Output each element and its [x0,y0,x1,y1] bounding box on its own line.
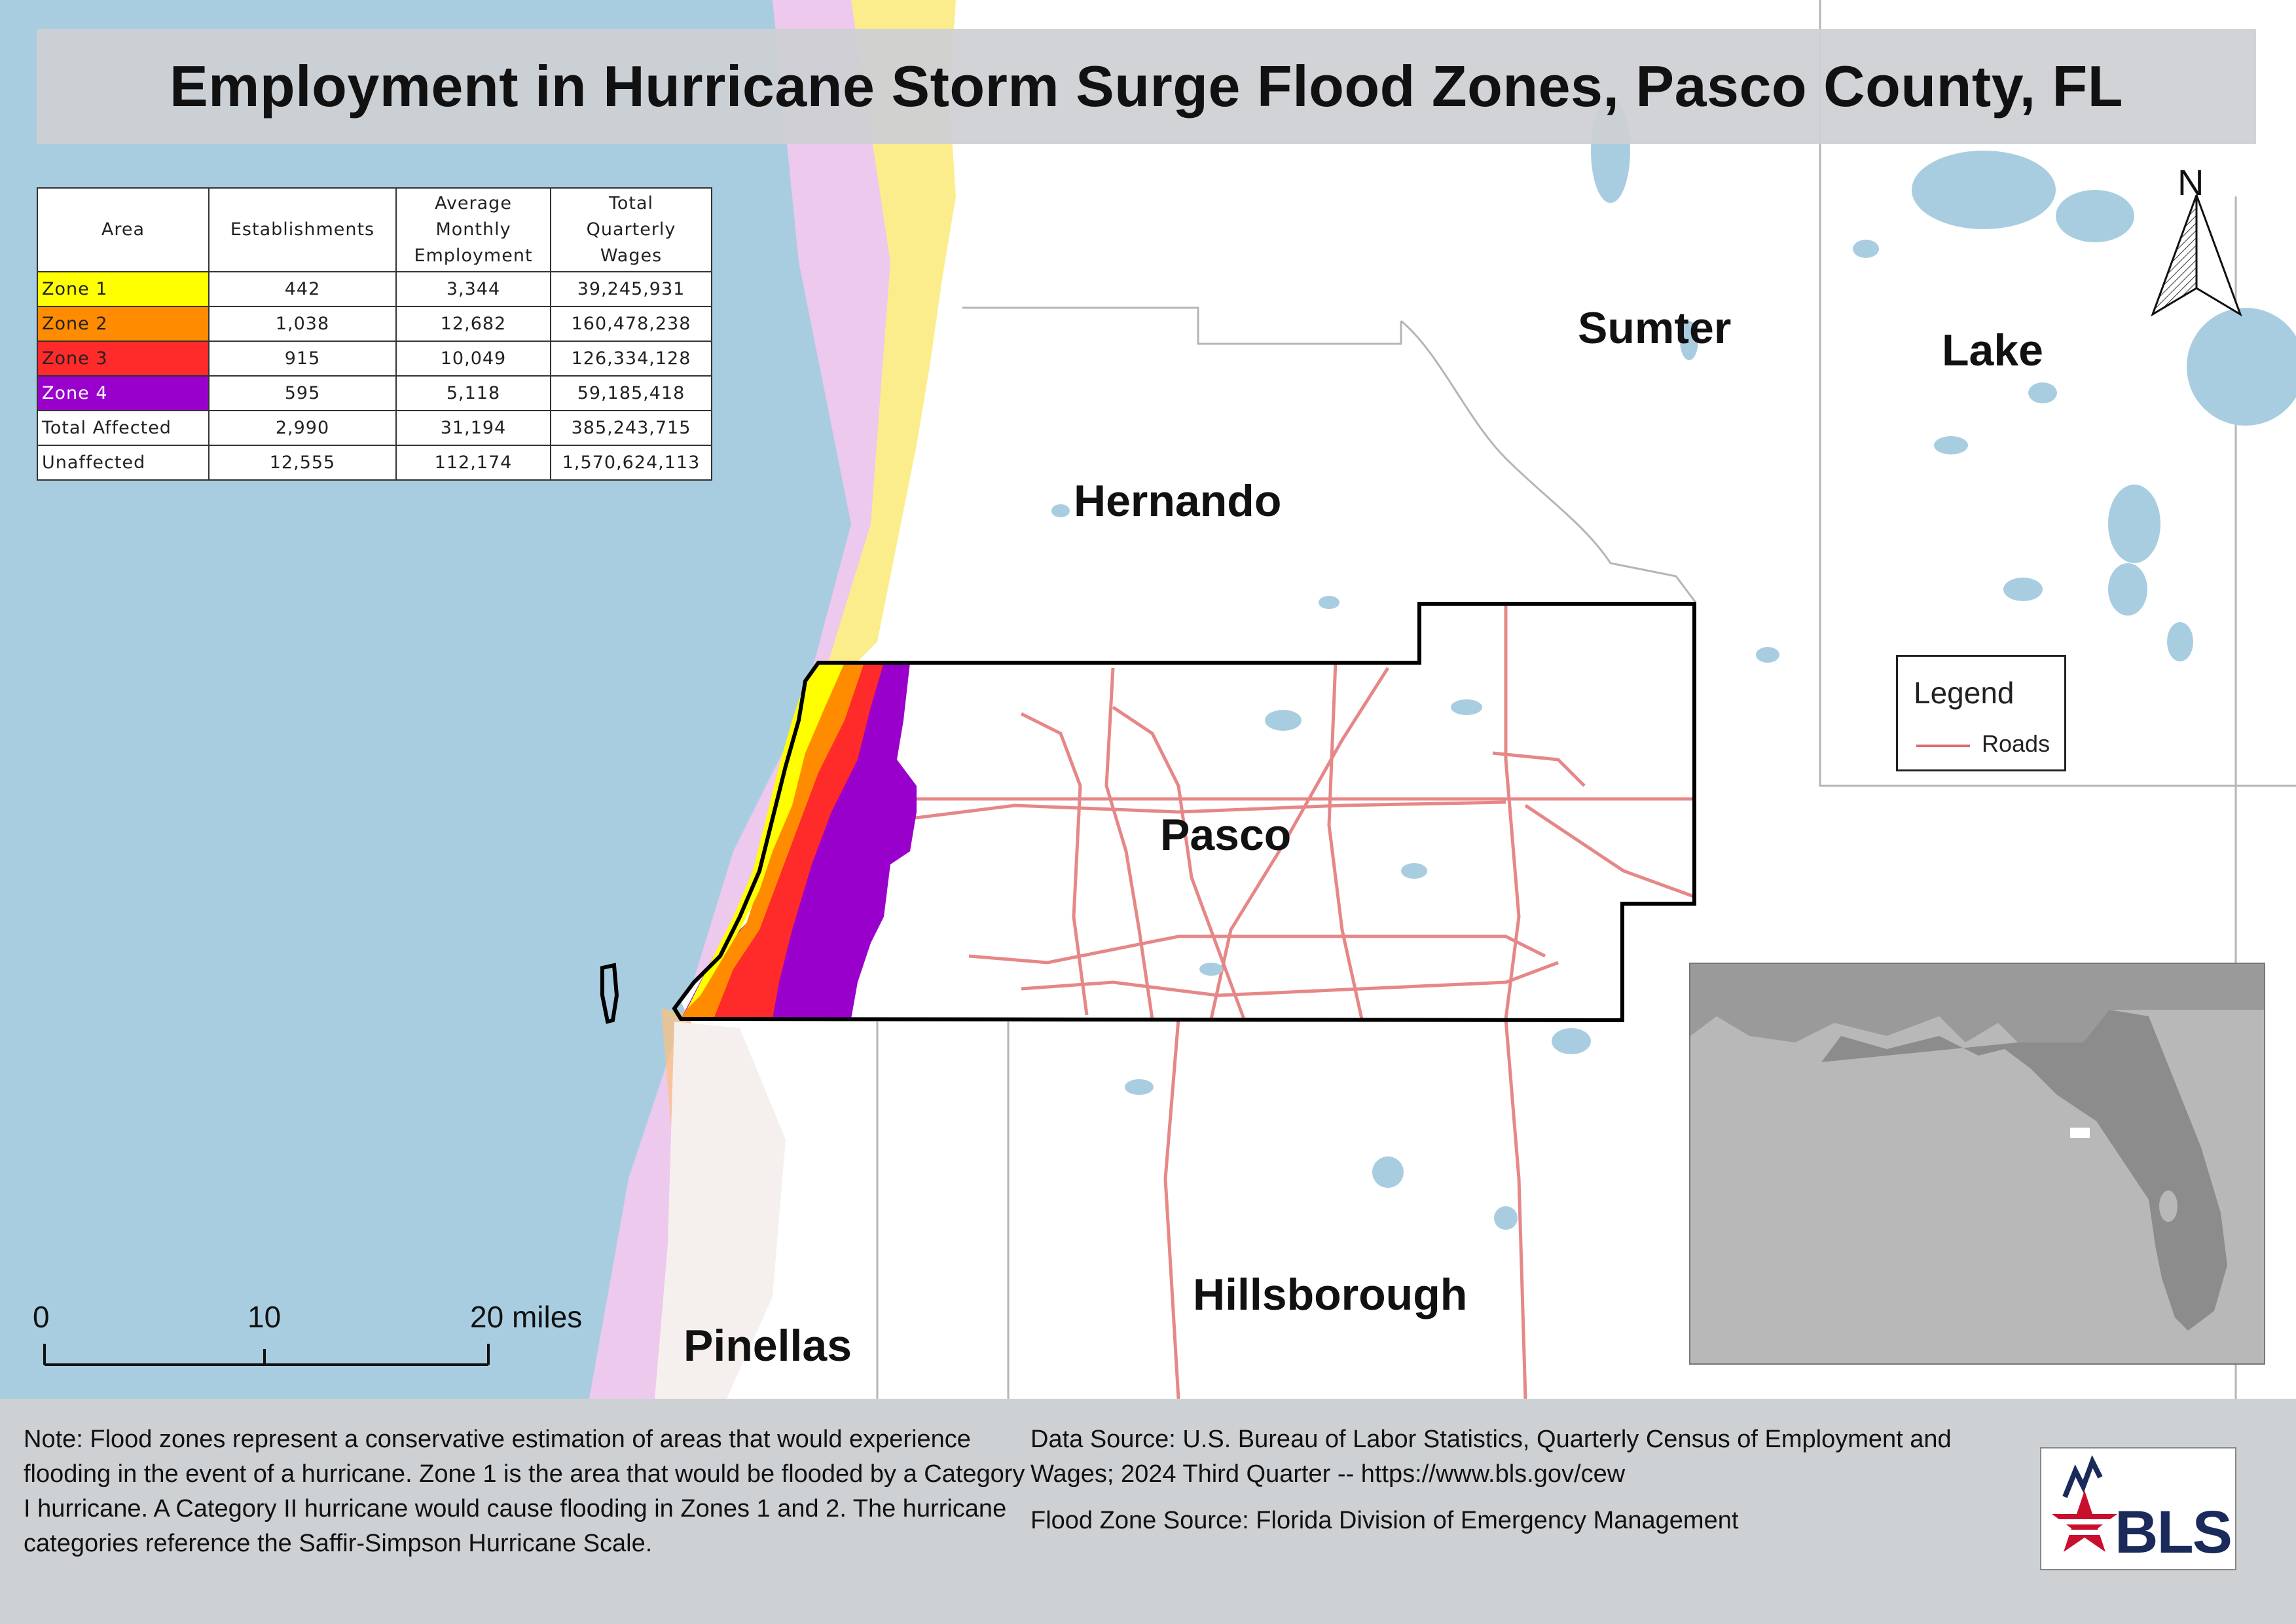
inset-florida [1821,1010,2227,1331]
table-row: Zone 1 442 3,344 39,245,931 [37,271,712,307]
map-title: Employment in Hurricane Storm Surge Floo… [169,54,2124,119]
employment-cell: 12,682 [395,306,551,342]
title-bar: Employment in Hurricane Storm Surge Floo… [37,29,2256,144]
area-cell: Zone 1 [37,271,210,307]
legend-title: Legend [1914,676,2014,710]
area-cell: Zone 3 [37,341,210,377]
bls-star-icon [2052,1454,2117,1552]
roads [909,602,1696,1399]
establishments-cell: 915 [208,341,397,377]
employment-cell: 5,118 [395,375,551,411]
employment-cell: 10,049 [395,341,551,377]
wages-cell: 126,334,128 [550,341,712,377]
header-wages-line: Total [608,193,654,213]
roads-legend-label: Roads [1982,730,2050,757]
header-employment-line: Employment [414,246,533,266]
anclote-island [600,963,619,1024]
inset-pasco-highlight [2070,1128,2090,1138]
lakes [1051,98,2296,1230]
flood-zone-source: Flood Zone Source: Florida Division of E… [1030,1507,1739,1534]
county-label-hillsborough: Hillsborough [1193,1270,1468,1320]
county-label-pasco: Pasco [1160,810,1292,860]
table-row: Zone 4 595 5,118 59,185,418 [37,375,712,411]
employment-cell: 31,194 [395,410,551,446]
wages-cell: 59,185,418 [550,375,712,411]
roads-legend-swatch [1916,745,1970,747]
flood-zone-1 [687,663,845,1008]
header-establishments: Establishments [208,187,397,272]
employment-table: Area Establishments Average Monthly Empl… [37,187,712,481]
area-cell: Total Affected [37,410,210,446]
table-row: Zone 3 915 10,049 126,334,128 [37,341,712,377]
wages-cell: 385,243,715 [550,410,712,446]
table-row: Unaffected 12,555 112,174 1,570,624,113 [37,445,712,481]
table-header-row: Area Establishments Average Monthly Empl… [37,187,712,272]
wages-cell: 39,245,931 [550,271,712,307]
county-label-hernando: Hernando [1074,476,1282,526]
inset-locator-map [1689,963,2265,1365]
establishments-cell: 2,990 [208,410,397,446]
pasco-county-outline [672,602,1696,1023]
bls-logo: BLS [2040,1447,2236,1570]
employment-cell: 112,174 [395,445,551,481]
establishments-cell: 1,038 [208,306,397,342]
scale-label-0: 0 [33,1300,50,1334]
scale-bar [43,1344,490,1366]
legend-panel: Legend Roads [1896,655,2066,771]
header-employment-line: Average [435,193,512,213]
north-arrow-icon [2151,194,2242,317]
scale-label-20: 20 miles [470,1300,583,1334]
header-wages: Total Quarterly Wages [550,187,712,272]
scale-label-10: 10 [247,1300,282,1334]
header-area: Area [37,187,210,272]
establishments-cell: 595 [208,375,397,411]
county-label-lake: Lake [1942,325,2043,375]
employment-cell: 3,344 [395,271,551,307]
header-employment-line: Monthly [435,219,511,240]
bls-logo-text: BLS [2115,1499,2232,1566]
north-label: N [2178,162,2204,203]
inset-land-north [1690,964,2264,1043]
table-row: Zone 2 1,038 12,682 160,478,238 [37,306,712,342]
footer-panel: Note: Flood zones represent a conservati… [0,1399,2296,1624]
inset-lake-okeechobee [2159,1190,2178,1222]
county-label-pinellas: Pinellas [683,1321,852,1371]
land-south-pinellas [655,1022,786,1399]
establishments-cell: 12,555 [208,445,397,481]
area-cell: Unaffected [37,445,210,481]
county-label-sumter: Sumter [1578,303,1732,353]
inset-map-svg [1690,964,2264,1363]
header-wages-line: Quarterly [586,219,676,240]
header-wages-line: Wages [600,246,663,266]
wages-cell: 1,570,624,113 [550,445,712,481]
header-employment: Average Monthly Employment [395,187,551,272]
establishments-cell: 442 [208,271,397,307]
flood-zone-note: Note: Flood zones represent a conservati… [24,1426,1025,1557]
data-source: Data Source: U.S. Bureau of Labor Statis… [1030,1426,1952,1488]
wages-cell: 160,478,238 [550,306,712,342]
area-cell: Zone 4 [37,375,210,411]
area-cell: Zone 2 [37,306,210,342]
table-row: Total Affected 2,990 31,194 385,243,715 [37,410,712,446]
